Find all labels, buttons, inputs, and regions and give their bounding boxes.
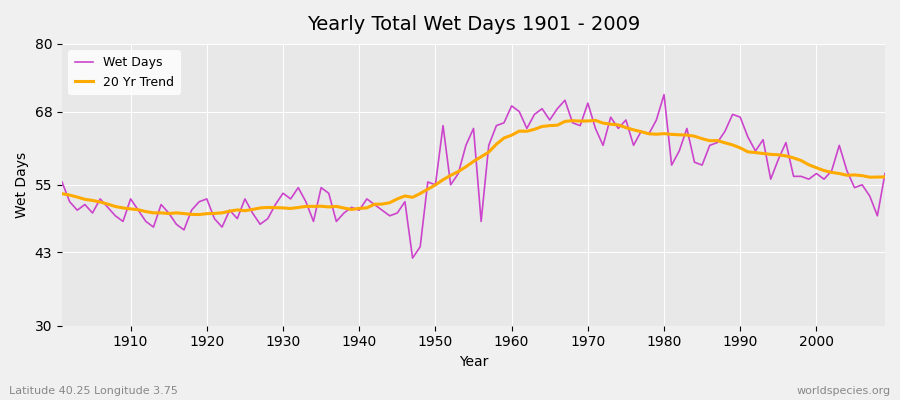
Wet Days — [407, 256, 418, 260]
Line: Wet Days: Wet Days — [62, 95, 885, 258]
Wet Days — [57, 180, 68, 184]
Text: worldspecies.org: worldspecies.org — [796, 386, 891, 396]
Wet Days — [606, 115, 616, 120]
Wet Days — [659, 92, 670, 97]
Wet Days — [118, 219, 129, 224]
20 Yr Trend — [613, 122, 624, 127]
Wet Days — [506, 104, 517, 108]
20 Yr Trend — [118, 206, 129, 210]
X-axis label: Year: Year — [459, 355, 488, 369]
Y-axis label: Wet Days: Wet Days — [15, 152, 29, 218]
20 Yr Trend — [292, 205, 303, 210]
Wet Days — [285, 196, 296, 201]
Title: Yearly Total Wet Days 1901 - 2009: Yearly Total Wet Days 1901 - 2009 — [307, 15, 640, 34]
20 Yr Trend — [590, 118, 601, 123]
20 Yr Trend — [338, 206, 349, 210]
20 Yr Trend — [57, 191, 68, 196]
Wet Days — [514, 109, 525, 114]
20 Yr Trend — [879, 174, 890, 179]
Wet Days — [331, 219, 342, 224]
20 Yr Trend — [506, 133, 517, 138]
Wet Days — [879, 171, 890, 176]
20 Yr Trend — [194, 212, 204, 217]
Legend: Wet Days, 20 Yr Trend: Wet Days, 20 Yr Trend — [68, 50, 181, 95]
Line: 20 Yr Trend: 20 Yr Trend — [62, 120, 885, 214]
20 Yr Trend — [514, 129, 525, 134]
Text: Latitude 40.25 Longitude 3.75: Latitude 40.25 Longitude 3.75 — [9, 386, 178, 396]
